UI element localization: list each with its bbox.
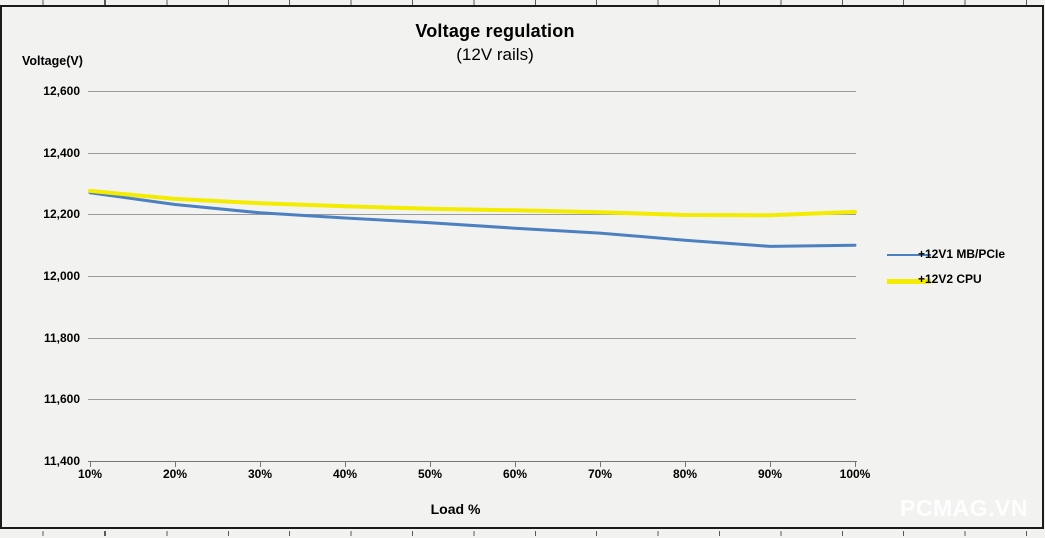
x-tick-label: 60% — [502, 467, 528, 481]
x-tick-label: 30% — [247, 467, 273, 481]
line-series-12v1 — [88, 191, 857, 248]
y-axis-title: Voltage(V) — [22, 54, 83, 68]
x-tick-label: 90% — [757, 467, 783, 481]
chart-subtitle: (12V rails) — [456, 45, 534, 64]
x-axis-title: Load % — [430, 501, 481, 517]
x-tick-label: 70% — [587, 467, 613, 481]
gridline — [88, 276, 856, 277]
adjacent-chart-ticks-top — [0, 0, 1045, 5]
legend-label-12v1: +12V1 MB/PCIe — [918, 247, 1006, 261]
gridline — [88, 153, 856, 154]
legend-line-12v1 — [887, 254, 931, 256]
y-tick-label: 12,600 — [43, 84, 80, 98]
legend-line-12v2 — [887, 279, 931, 284]
adjacent-chart-ticks-bottom — [0, 531, 1045, 536]
x-axis-tick-marks — [88, 462, 858, 467]
y-tick-label: 11,600 — [43, 392, 80, 406]
x-tick-label: 20% — [162, 467, 188, 481]
x-tick-label: 100% — [839, 467, 871, 481]
gridline — [88, 91, 856, 92]
gridline — [88, 214, 856, 215]
line-series-12v2 — [88, 188, 857, 218]
y-tick-label: 12,200 — [43, 207, 80, 221]
x-axis-line — [88, 461, 857, 462]
legend-label-12v2: +12V2 CPU — [918, 272, 982, 286]
pcmag-watermark: PCMAG.VN — [900, 495, 1028, 521]
x-tick-label: 50% — [417, 467, 443, 481]
chart-panel-border — [0, 5, 1044, 529]
y-tick-label: 12,400 — [43, 146, 80, 160]
line-plot-area — [88, 188, 857, 248]
y-tick-label: 12,000 — [43, 269, 80, 283]
chart-title: Voltage regulation — [415, 21, 575, 41]
x-tick-label: 40% — [332, 467, 358, 481]
y-tick-label: 11,400 — [43, 454, 80, 468]
x-tick-label: 80% — [672, 467, 698, 481]
y-tick-label: 11,800 — [43, 331, 80, 345]
gridline — [88, 399, 856, 400]
x-tick-label: 10% — [77, 467, 103, 481]
gridline — [88, 338, 856, 339]
